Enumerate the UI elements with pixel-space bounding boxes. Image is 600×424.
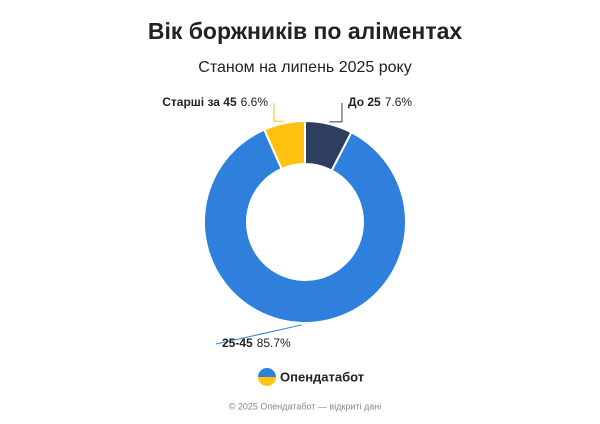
- label-value: 7.6%: [385, 95, 413, 109]
- data-label: Старші за 45 6.6%: [162, 95, 268, 109]
- label-name: 25-45: [222, 336, 253, 350]
- data-label: 25-45 85.7%: [222, 336, 291, 350]
- label-value: 85.7%: [257, 336, 291, 350]
- chart-title: Вік боржників по аліментах: [148, 18, 463, 44]
- donut-slice: [262, 119, 306, 171]
- chart-subtitle: Станом на липень 2025 року: [198, 59, 411, 76]
- label-name: До 25: [348, 95, 381, 109]
- leader-line: [215, 324, 302, 345]
- label-value: 6.6%: [241, 95, 269, 109]
- brand-name: Опендатабот: [280, 369, 364, 384]
- label-name: Старші за 45: [162, 95, 237, 109]
- data-label: До 25 7.6%: [348, 95, 412, 109]
- brand-logo: [258, 368, 276, 386]
- footer: © 2025 Опендатабот — відкриті дані: [229, 401, 382, 411]
- donut-slice: [203, 128, 407, 324]
- leader-line: [273, 103, 284, 122]
- leader-line: [329, 103, 343, 123]
